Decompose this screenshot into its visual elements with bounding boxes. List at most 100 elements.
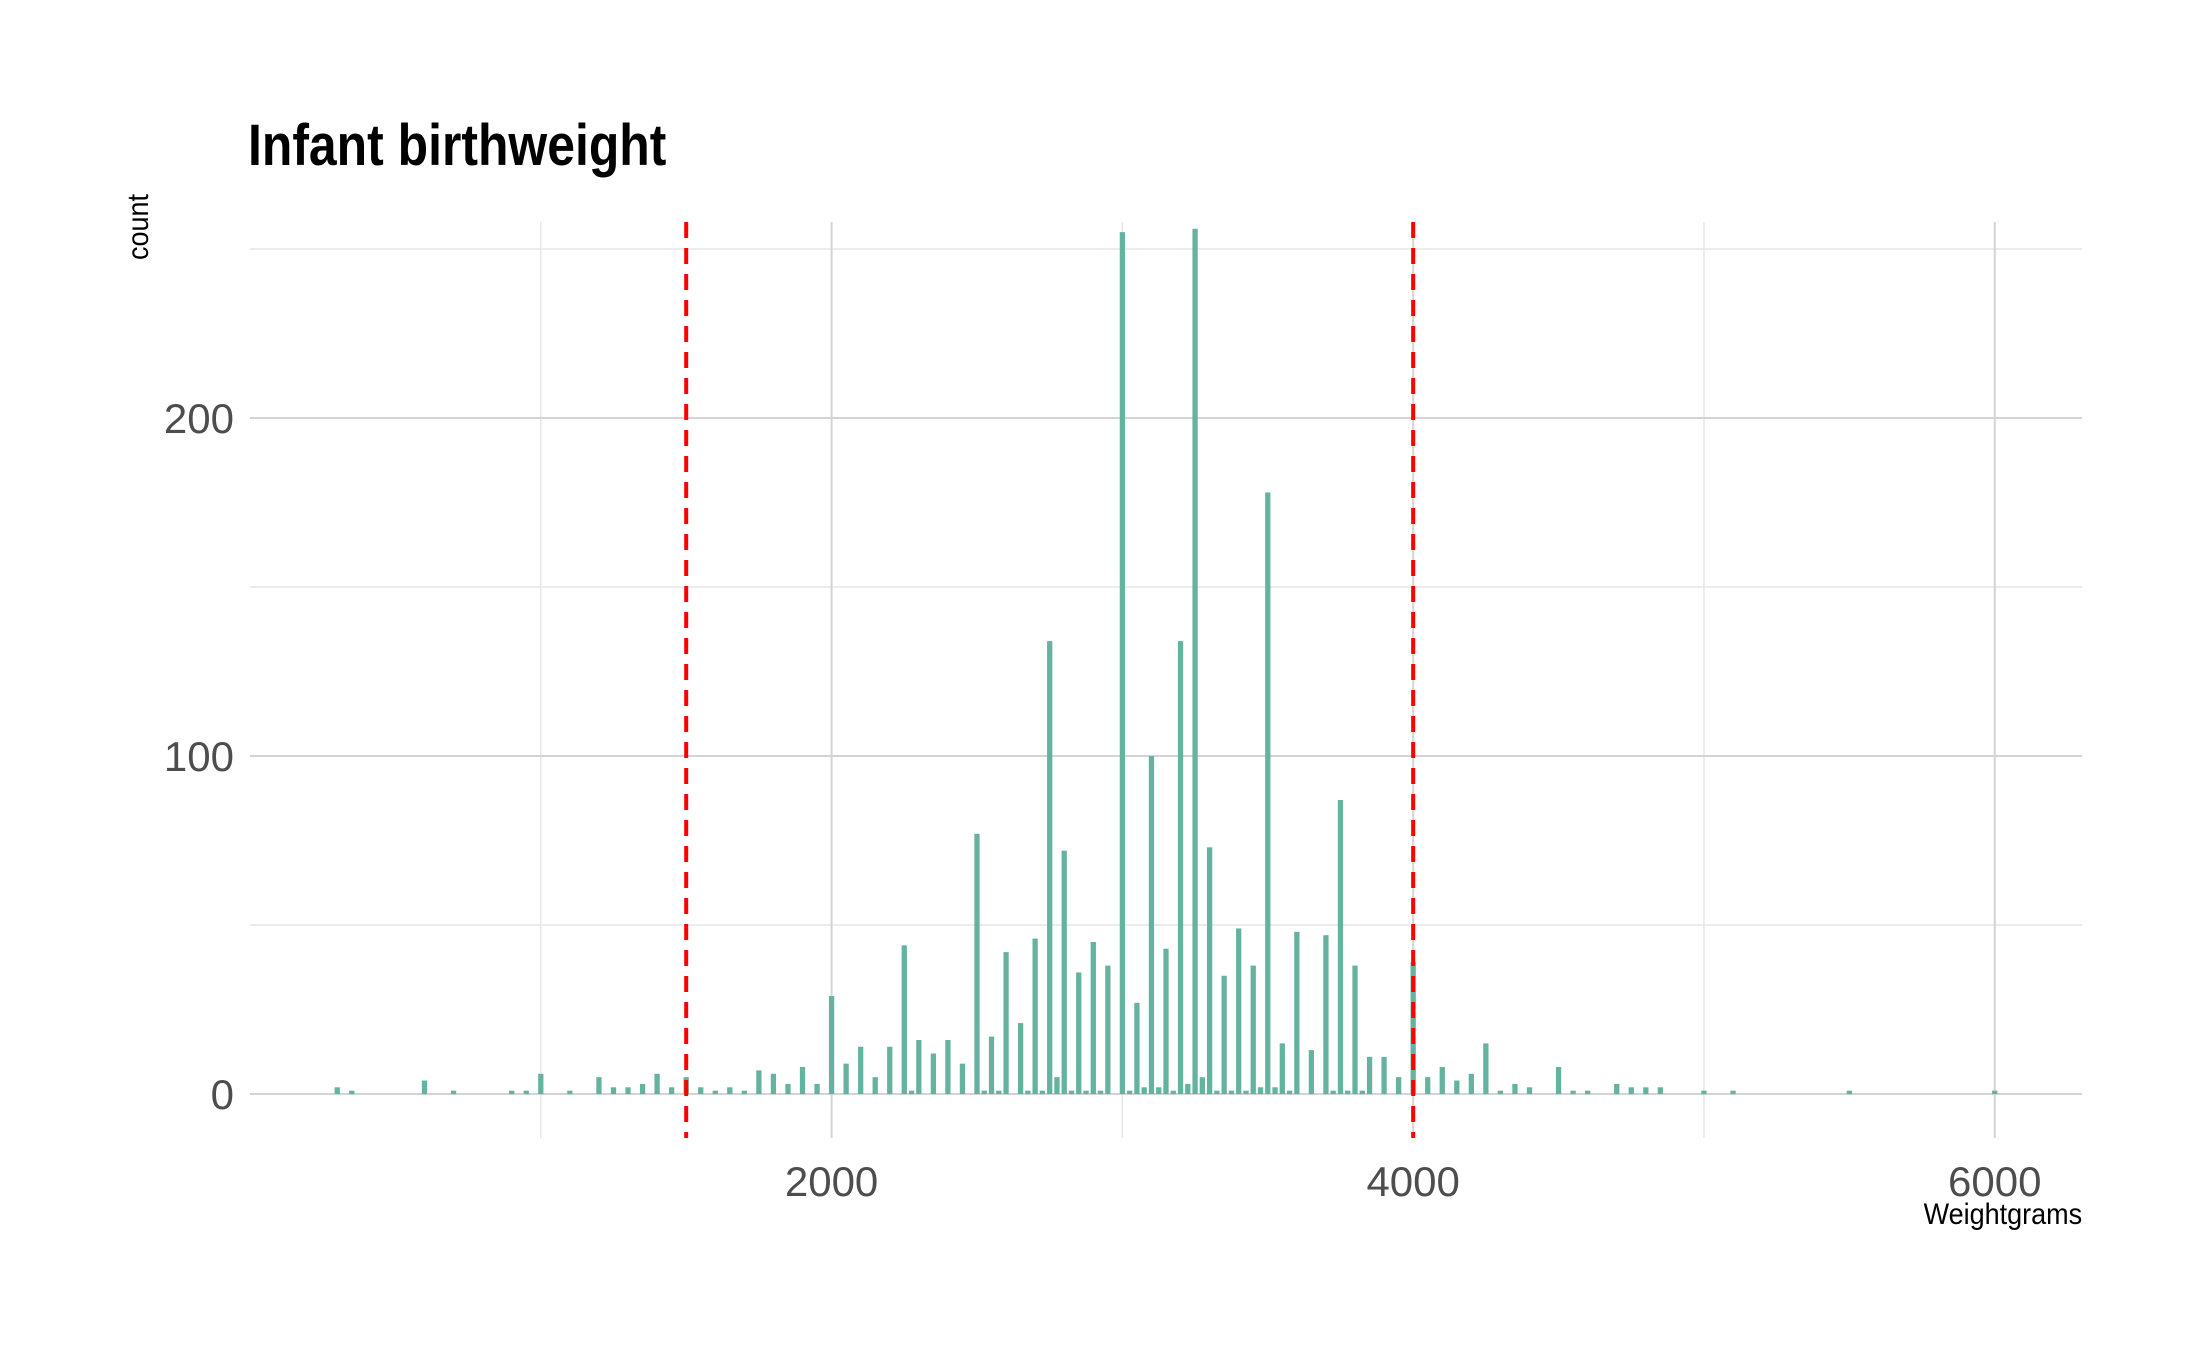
histogram-bar <box>727 1087 733 1095</box>
histogram-bar <box>1090 941 1096 1095</box>
histogram-bar <box>930 1053 936 1095</box>
histogram-bar <box>450 1090 457 1095</box>
histogram-bar <box>945 1039 951 1095</box>
histogram-bar <box>1105 965 1111 1095</box>
y-tick-label: 100 <box>164 733 234 780</box>
histogram-bar <box>741 1090 747 1095</box>
histogram-bar <box>1846 1090 1852 1095</box>
x-tick-label: 6000 <box>1948 1158 2041 1205</box>
histogram-bar <box>1250 965 1256 1095</box>
histogram-bar <box>1570 1090 1576 1095</box>
histogram-bar <box>843 1063 849 1095</box>
histogram-bar <box>785 1083 791 1095</box>
histogram-bar <box>509 1090 515 1095</box>
histogram-bar <box>916 1039 922 1095</box>
histogram-bar <box>1083 1090 1089 1095</box>
histogram-bar <box>1032 938 1038 1095</box>
histogram-bar <box>1206 847 1213 1095</box>
histogram-bar <box>523 1090 529 1095</box>
histogram-bar <box>1076 972 1082 1095</box>
histogram-bar <box>1439 1067 1445 1095</box>
histogram-bar <box>1286 1090 1293 1095</box>
x-tick-label: 2000 <box>785 1158 878 1205</box>
histogram-bar <box>981 1090 987 1095</box>
histogram-bar <box>654 1073 660 1095</box>
histogram-bar <box>1170 1090 1176 1095</box>
histogram-bar <box>1526 1087 1533 1095</box>
histogram-bar <box>1148 756 1155 1095</box>
histogram-bar <box>712 1090 718 1095</box>
histogram-bar <box>858 1046 864 1095</box>
histogram-bar <box>828 996 835 1095</box>
histogram-bar <box>872 1077 878 1095</box>
histogram-bar <box>1199 1077 1205 1095</box>
histogram-bar <box>1366 1056 1373 1095</box>
histogram-bar <box>1127 1090 1133 1095</box>
histogram-bar <box>799 1067 806 1095</box>
histogram-bar <box>1039 1090 1046 1095</box>
histogram-bar <box>1497 1090 1504 1095</box>
histogram-bar <box>1185 1083 1191 1095</box>
histogram-bar <box>1730 1090 1736 1095</box>
histogram-bar <box>974 833 980 1095</box>
histogram-bar <box>1134 1002 1140 1095</box>
histogram-bar <box>1257 1087 1264 1095</box>
y-tick-label: 200 <box>164 395 234 442</box>
histogram-bar <box>1308 1050 1315 1095</box>
histogram-bar <box>1454 1080 1460 1095</box>
histogram-bar <box>1337 799 1344 1095</box>
histogram-bar <box>1992 1090 1998 1095</box>
y-tick-label: 0 <box>211 1071 234 1118</box>
histogram-bar <box>996 1090 1002 1095</box>
histogram-bar <box>1279 1043 1285 1095</box>
x-tick-label: 4000 <box>1366 1158 1459 1205</box>
histogram-bar <box>1003 952 1009 1095</box>
histogram-bar <box>639 1083 646 1095</box>
histogram-bar <box>908 1090 915 1095</box>
histogram-bar <box>1236 928 1242 1095</box>
histogram-bar <box>1192 228 1198 1095</box>
histogram-bar <box>1701 1090 1707 1095</box>
histogram-bar <box>1657 1087 1663 1095</box>
histogram-bar <box>538 1073 544 1095</box>
histogram-bar <box>1381 1056 1387 1095</box>
histogram-bar <box>1228 1090 1235 1095</box>
histogram-bar <box>1243 1090 1249 1095</box>
histogram-bar <box>1265 492 1271 1095</box>
histogram-bar <box>988 1036 995 1095</box>
histogram-bar <box>1352 965 1358 1095</box>
histogram-bar <box>1512 1083 1518 1095</box>
histogram-bar <box>887 1046 893 1095</box>
chart-title: Infant birthweight <box>248 113 667 178</box>
histogram-bar <box>901 945 907 1095</box>
histogram-bar <box>1345 1090 1351 1095</box>
histogram-bar <box>1097 1090 1104 1095</box>
histogram-bar <box>1017 1023 1024 1095</box>
histogram-bar <box>1396 1077 1402 1095</box>
histogram-bar <box>334 1087 340 1095</box>
x-axis-label: Weightgrams <box>1923 1198 2082 1231</box>
histogram-bar <box>1272 1087 1278 1095</box>
histogram-bar <box>421 1080 428 1095</box>
histogram-bar <box>567 1090 573 1095</box>
histogram-bar <box>1054 1077 1060 1095</box>
histogram-bar <box>596 1077 602 1095</box>
histogram-bar <box>1614 1083 1620 1095</box>
histogram-bar <box>1555 1067 1562 1095</box>
histogram-bar <box>814 1083 820 1095</box>
histogram-bar <box>1141 1087 1147 1095</box>
histogram-bar <box>1214 1090 1220 1095</box>
histogram-bar <box>1483 1043 1489 1095</box>
histogram-bar <box>1025 1090 1031 1095</box>
histogram-bar <box>1330 1090 1336 1095</box>
histogram-bar <box>1163 948 1169 1095</box>
histogram-bar <box>1628 1087 1634 1095</box>
histogram-bar <box>959 1063 966 1095</box>
histogram-bar <box>1156 1087 1162 1095</box>
histogram-bar <box>1061 850 1067 1095</box>
histogram-bar <box>1468 1073 1474 1095</box>
histogram-bar <box>1119 232 1126 1095</box>
histogram-bar <box>756 1070 762 1095</box>
